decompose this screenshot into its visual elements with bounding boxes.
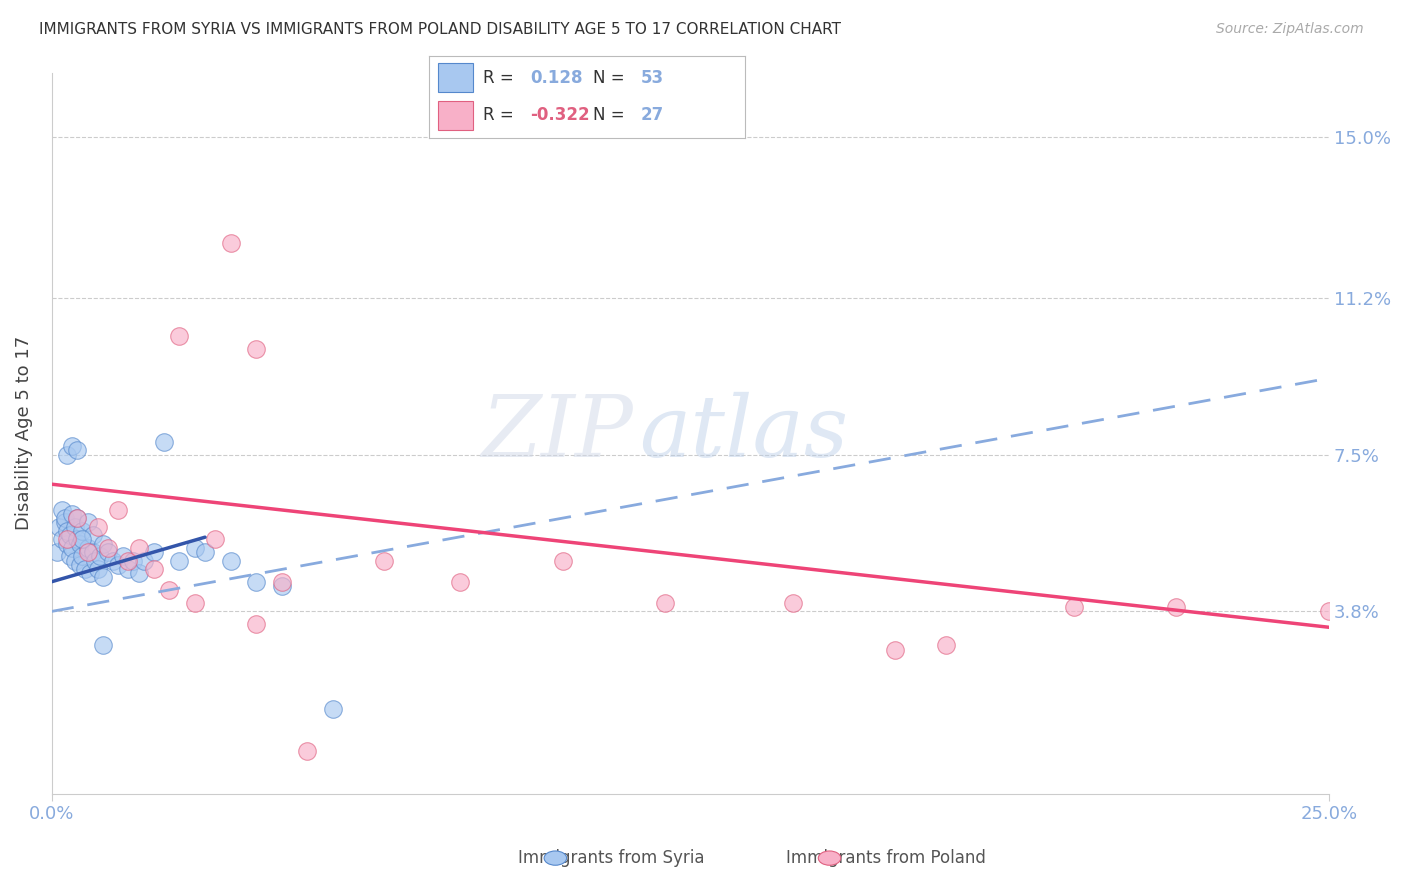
Point	[66, 443, 89, 458]
Point	[101, 553, 124, 567]
Point	[56, 524, 79, 538]
Point	[128, 541, 150, 555]
Point	[82, 545, 104, 559]
Text: IMMIGRANTS FROM SYRIA VS IMMIGRANTS FROM POLAND DISABILITY AGE 5 TO 17 CORRELATI: IMMIGRANTS FROM SYRIA VS IMMIGRANTS FROM…	[39, 22, 841, 37]
Point	[142, 545, 165, 559]
Point	[1164, 600, 1187, 615]
Point	[89, 549, 111, 564]
Point	[107, 558, 129, 572]
Point	[56, 536, 79, 550]
Point	[69, 536, 91, 550]
Text: R =: R =	[482, 69, 519, 87]
Point	[107, 502, 129, 516]
Point	[142, 562, 165, 576]
Point	[63, 553, 86, 567]
Point	[59, 549, 82, 564]
Point	[72, 533, 94, 547]
Text: atlas: atlas	[640, 392, 848, 475]
Point	[73, 562, 96, 576]
Point	[66, 533, 89, 547]
Text: N =: N =	[593, 69, 630, 87]
Point	[82, 528, 104, 542]
Text: 27: 27	[641, 106, 664, 124]
Point	[157, 583, 180, 598]
Point	[117, 562, 139, 576]
Text: Immigrants from Poland: Immigrants from Poland	[786, 849, 986, 867]
Point	[76, 516, 98, 530]
Point	[66, 511, 89, 525]
Point	[60, 439, 83, 453]
Point	[322, 702, 344, 716]
Point	[87, 519, 110, 533]
Point	[184, 541, 207, 555]
Point	[79, 566, 101, 581]
Point	[245, 342, 267, 356]
Point	[72, 549, 94, 564]
Point	[883, 642, 905, 657]
Text: -0.322: -0.322	[530, 106, 589, 124]
Point	[295, 744, 318, 758]
Point	[45, 545, 67, 559]
Point	[654, 596, 676, 610]
Point	[48, 519, 70, 533]
Point	[117, 553, 139, 567]
Point	[112, 549, 135, 564]
Point	[91, 638, 114, 652]
Text: ZIP: ZIP	[481, 392, 633, 475]
Point	[782, 596, 804, 610]
Text: 53: 53	[641, 69, 664, 87]
Point	[97, 541, 120, 555]
Point	[53, 511, 76, 525]
Point	[91, 536, 114, 550]
Point	[66, 511, 89, 525]
Point	[219, 235, 242, 250]
Point	[204, 533, 226, 547]
Point	[87, 562, 110, 576]
Point	[450, 574, 472, 589]
Point	[51, 502, 73, 516]
Point	[245, 574, 267, 589]
Point	[91, 570, 114, 584]
Point	[51, 533, 73, 547]
Point	[219, 553, 242, 567]
Point	[551, 553, 574, 567]
Point	[270, 574, 292, 589]
Point	[60, 507, 83, 521]
Point	[1317, 604, 1340, 618]
Point	[59, 528, 82, 542]
Point	[60, 541, 83, 555]
Point	[245, 617, 267, 632]
Point	[270, 579, 292, 593]
Point	[97, 545, 120, 559]
Point	[169, 553, 191, 567]
Point	[76, 545, 98, 559]
Text: Source: ZipAtlas.com: Source: ZipAtlas.com	[1216, 22, 1364, 37]
Point	[122, 553, 145, 567]
Point	[84, 553, 107, 567]
Point	[56, 448, 79, 462]
Point	[63, 519, 86, 533]
Y-axis label: Disability Age 5 to 17: Disability Age 5 to 17	[15, 336, 32, 531]
Text: N =: N =	[593, 106, 630, 124]
Text: Immigrants from Syria: Immigrants from Syria	[519, 849, 704, 867]
Point	[373, 553, 395, 567]
Point	[128, 566, 150, 581]
Point	[69, 558, 91, 572]
Text: 0.128: 0.128	[530, 69, 582, 87]
Text: R =: R =	[482, 106, 519, 124]
Point	[935, 638, 957, 652]
Point	[53, 516, 76, 530]
Point	[72, 524, 94, 538]
Point	[76, 541, 98, 555]
FancyBboxPatch shape	[439, 101, 472, 130]
Point	[56, 533, 79, 547]
Point	[153, 434, 176, 449]
Point	[1063, 600, 1085, 615]
Point	[169, 328, 191, 343]
Point	[184, 596, 207, 610]
FancyBboxPatch shape	[439, 62, 472, 92]
Point	[132, 553, 155, 567]
Point	[194, 545, 217, 559]
